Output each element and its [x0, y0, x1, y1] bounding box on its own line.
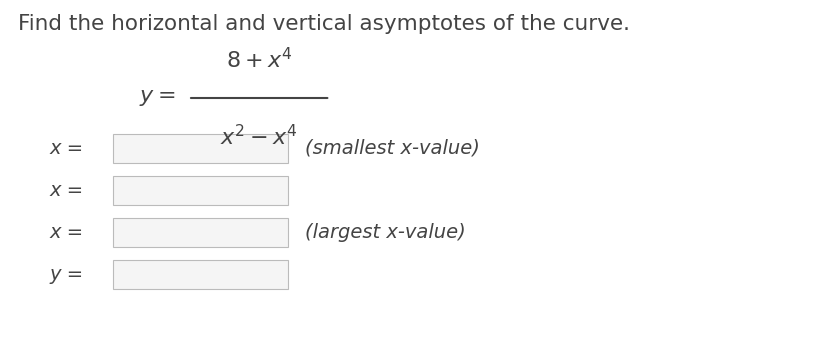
- Text: Find the horizontal and vertical asymptotes of the curve.: Find the horizontal and vertical asympto…: [18, 14, 630, 34]
- Text: $y =$: $y =$: [140, 88, 176, 108]
- Text: x =: x =: [49, 223, 84, 242]
- FancyBboxPatch shape: [113, 134, 288, 163]
- Text: (smallest x-value): (smallest x-value): [305, 139, 480, 158]
- Text: $x^2 - x^4$: $x^2 - x^4$: [221, 124, 298, 149]
- FancyBboxPatch shape: [113, 260, 288, 289]
- Text: y =: y =: [49, 265, 84, 284]
- Text: x =: x =: [49, 181, 84, 200]
- Text: $8 + x^4$: $8 + x^4$: [226, 47, 293, 72]
- FancyBboxPatch shape: [113, 176, 288, 205]
- Text: (largest x-value): (largest x-value): [305, 223, 466, 242]
- Text: x =: x =: [49, 139, 84, 158]
- FancyBboxPatch shape: [113, 218, 288, 247]
